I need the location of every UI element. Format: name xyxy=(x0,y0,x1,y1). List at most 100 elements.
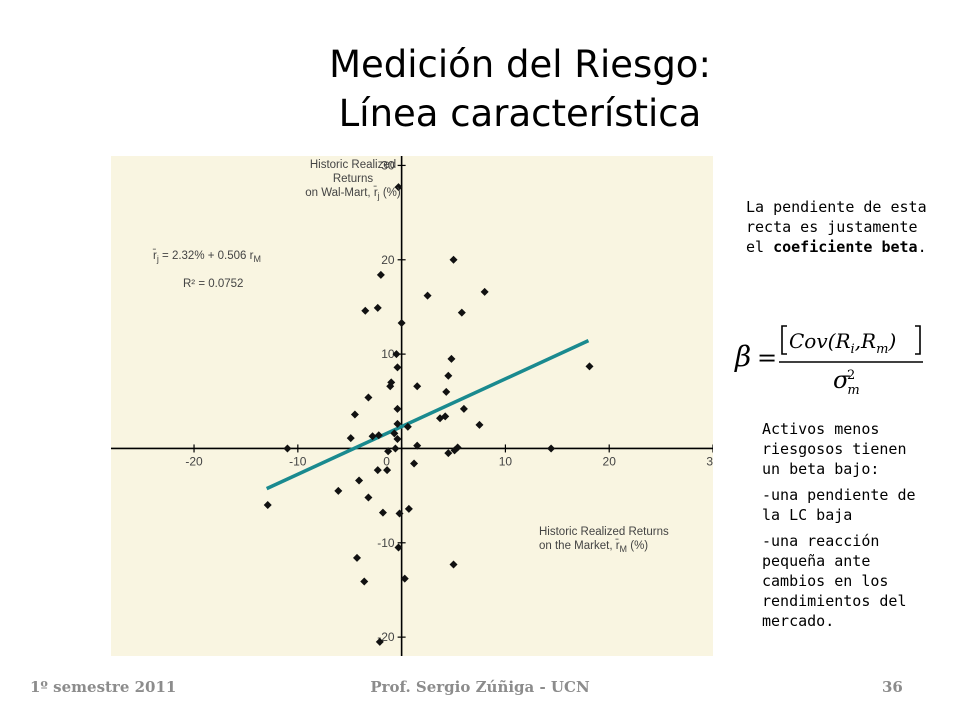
title-line-2: Línea característica xyxy=(338,92,702,135)
data-point xyxy=(404,504,413,513)
x-axis-label-sub: M xyxy=(620,544,628,554)
data-point xyxy=(393,363,402,372)
data-point xyxy=(390,429,399,438)
footer-semester: 1º semestre 2011 xyxy=(30,678,177,696)
y-tick-label: 30 xyxy=(381,158,395,172)
data-point xyxy=(395,509,404,518)
data-point xyxy=(346,434,355,443)
x-tick-label: 30 xyxy=(706,454,713,468)
x-axis-label-line-1: Historic Realized Returns xyxy=(539,526,669,538)
r-squared: R² = 0.0752 xyxy=(183,278,243,290)
data-point xyxy=(444,449,453,458)
equation-rhs: = 2.32% + 0.506 r xyxy=(159,250,254,262)
data-point xyxy=(397,318,406,327)
data-point xyxy=(447,354,456,363)
beta-note-body: La pendiente de esta recta es justamente… xyxy=(746,198,927,256)
data-point xyxy=(585,362,594,371)
data-point xyxy=(334,486,343,495)
denominator-sub: m xyxy=(847,383,859,398)
beta-note-bold: coeficiente beta xyxy=(773,238,918,256)
y-axis-label-sub: j xyxy=(377,191,380,201)
data-point xyxy=(378,508,387,517)
footer-page-number: 36 xyxy=(882,678,903,696)
data-point xyxy=(442,387,451,396)
data-point xyxy=(475,420,484,429)
data-point xyxy=(403,422,412,431)
data-point xyxy=(364,493,373,502)
y-tick-label: 20 xyxy=(381,253,395,267)
data-point xyxy=(410,459,419,468)
equation-lhs-sub: j xyxy=(156,254,159,264)
equation-rhs-sub: M xyxy=(253,254,261,264)
data-point xyxy=(350,410,359,419)
numerator-brackets xyxy=(781,325,921,355)
data-point xyxy=(394,183,403,192)
numerator-cov: Cov(R xyxy=(789,329,851,353)
data-point xyxy=(436,414,445,423)
numerator: Cov(Ri,Rm) xyxy=(789,329,896,357)
data-point xyxy=(352,553,361,562)
data-point xyxy=(368,432,377,441)
y-axis-label-line-1: Historic Realized xyxy=(310,159,396,171)
title-line-1: Medición del Riesgo: xyxy=(329,43,711,86)
scatter-chart-svg: -20-100102030302010-10-20 Historic Reali… xyxy=(111,156,713,656)
low-beta-item-2: -una reacción pequeña ante cambios en lo… xyxy=(762,532,907,630)
scatter-chart: -20-100102030302010-10-20 Historic Reali… xyxy=(111,156,713,656)
data-point xyxy=(391,444,400,453)
y-axis-label-line-3: on Wal-Mart, r̄j (%) xyxy=(305,186,401,201)
beta-formula: β = Cov(Ri,Rm) σm 2 xyxy=(734,325,923,398)
data-point xyxy=(383,466,392,475)
y-axis-label-text: on Wal-Mart, r̄ xyxy=(305,186,378,199)
x-tick-label: -20 xyxy=(185,454,203,468)
x-tick-label: 20 xyxy=(603,454,617,468)
x-tick-label: 10 xyxy=(499,454,513,468)
numerator-sub-m: m xyxy=(876,342,888,357)
data-point xyxy=(413,382,422,391)
data-point xyxy=(374,431,383,440)
data-point xyxy=(453,443,462,452)
denominator-sigma: σ xyxy=(833,366,850,394)
data-point xyxy=(376,270,385,279)
slide-title: Medición del Riesgo: Línea característic… xyxy=(180,40,860,138)
numerator-mid: ,R xyxy=(855,329,876,353)
beta-symbol: β xyxy=(734,340,751,373)
chart-background xyxy=(111,156,713,656)
y-axis-label-unit: (%) xyxy=(380,187,401,199)
y-tick-label: 10 xyxy=(381,347,395,361)
data-point xyxy=(459,404,468,413)
data-point xyxy=(423,291,432,300)
x-axis-label-line-2: on the Market, r̄M (%) xyxy=(539,539,648,554)
low-beta-note: Activos menos riesgosos tienen un beta b… xyxy=(762,419,927,631)
x-axis-label-unit: (%) xyxy=(627,540,648,552)
x-axis-label-text: on the Market, r̄ xyxy=(539,539,620,552)
data-point xyxy=(393,419,402,428)
data-point xyxy=(444,371,453,380)
y-axis-label-line-2: Returns xyxy=(333,173,374,185)
data-point xyxy=(364,393,373,402)
data-point xyxy=(373,466,382,475)
data-point xyxy=(384,447,393,456)
y-tick-label: -10 xyxy=(377,536,395,550)
data-point xyxy=(413,441,422,450)
low-beta-item-1: -una pendiente de la LC baja xyxy=(762,486,916,524)
data-point xyxy=(355,476,364,485)
beta-note: La pendiente de esta recta es justamente… xyxy=(746,197,931,257)
data-point xyxy=(393,404,402,413)
denominator: σm xyxy=(833,366,860,398)
data-point xyxy=(375,637,384,646)
data-point xyxy=(361,306,370,315)
beta-note-end: . xyxy=(917,238,927,256)
low-beta-intro: Activos menos riesgosos tienen un beta b… xyxy=(762,420,907,478)
denominator-sup: 2 xyxy=(847,368,855,383)
x-tick-label: 0 xyxy=(383,454,390,468)
beta-note-text: La pendiente de esta recta es justamente… xyxy=(746,197,931,257)
regression-line xyxy=(265,339,590,491)
data-point xyxy=(373,303,382,312)
numerator-sub-i: i xyxy=(851,342,855,357)
data-point xyxy=(360,577,369,586)
x-tick-label: -10 xyxy=(289,454,307,468)
data-point xyxy=(283,444,292,453)
data-point xyxy=(393,435,402,444)
data-point xyxy=(480,287,489,296)
regression-equation: r̄j = 2.32% + 0.506 rM xyxy=(152,249,261,264)
